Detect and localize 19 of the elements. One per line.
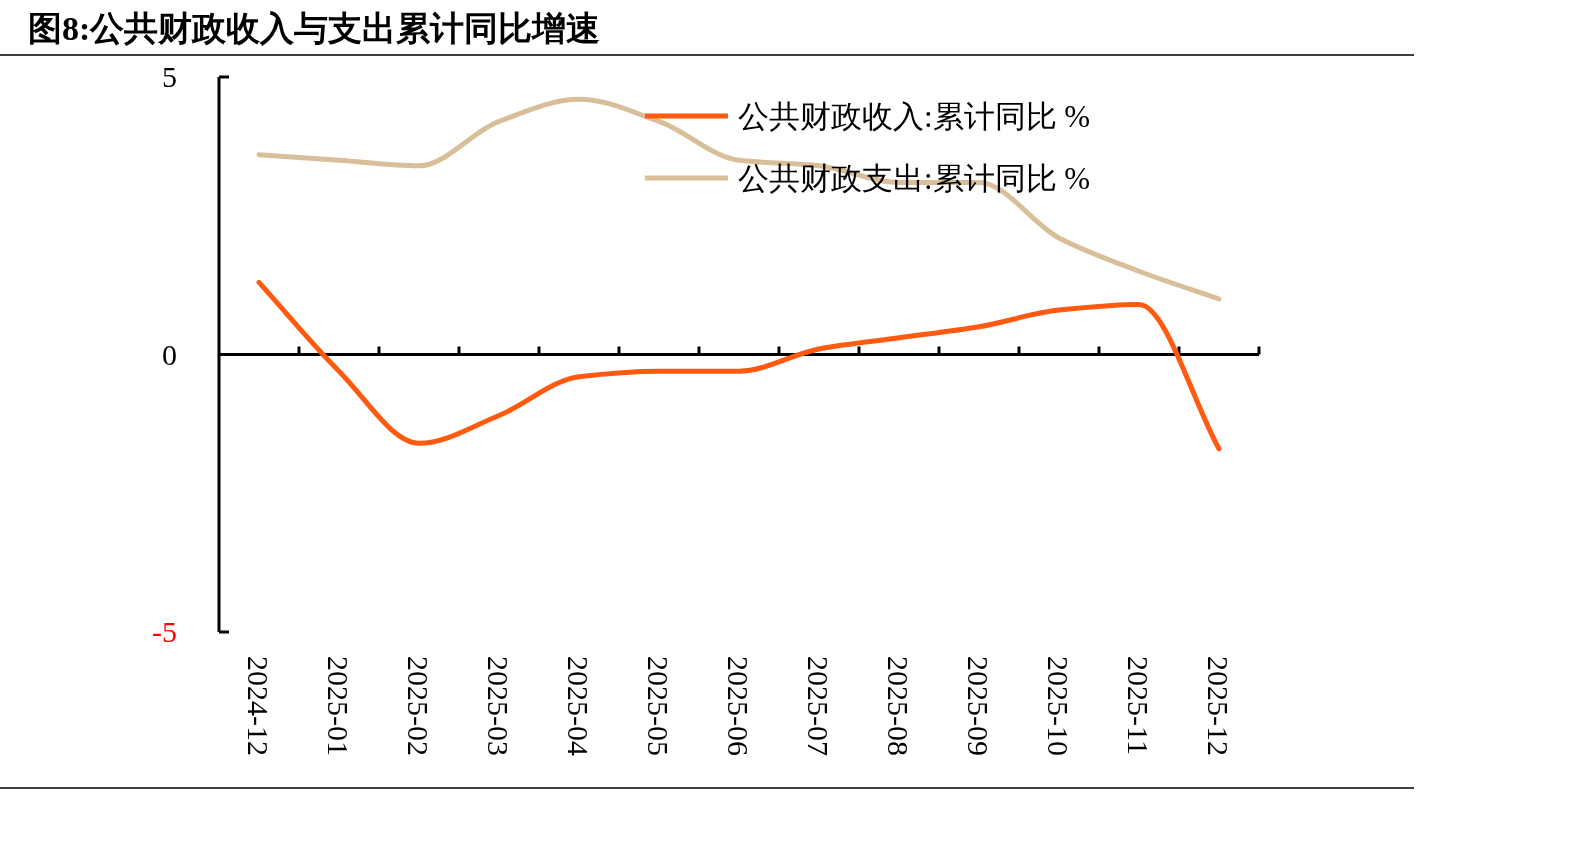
y-tick-label: 0 xyxy=(162,337,177,371)
x-tick-label: 2025-10 xyxy=(1042,656,1075,756)
y-tick-label: 5 xyxy=(162,60,177,93)
x-tick-label: 2025-03 xyxy=(482,656,515,756)
x-tick-label: 2025-07 xyxy=(802,656,835,756)
legend-label: 公共财政收入:累计同比 % xyxy=(738,99,1091,134)
x-tick-label: 2025-04 xyxy=(562,656,595,756)
x-tick-label: 2025-12 xyxy=(1202,656,1235,756)
x-tick-label: 2025-08 xyxy=(882,656,915,756)
x-tick-label: 2025-01 xyxy=(322,656,355,756)
x-tick-label: 2025-11 xyxy=(1122,656,1155,755)
x-tick-label: 2025-02 xyxy=(402,656,435,756)
x-tick-label: 2025-05 xyxy=(642,656,675,756)
x-tick-label: 2025-06 xyxy=(722,656,755,756)
x-tick-label: 2025-09 xyxy=(962,656,995,756)
title: 图8:公共财政收入与支出累计同比增速 xyxy=(28,10,601,47)
y-tick-label: -5 xyxy=(152,615,177,648)
legend-label: 公共财政支出:累计同比 % xyxy=(738,161,1091,196)
x-tick-label: 2024-12 xyxy=(242,656,275,756)
